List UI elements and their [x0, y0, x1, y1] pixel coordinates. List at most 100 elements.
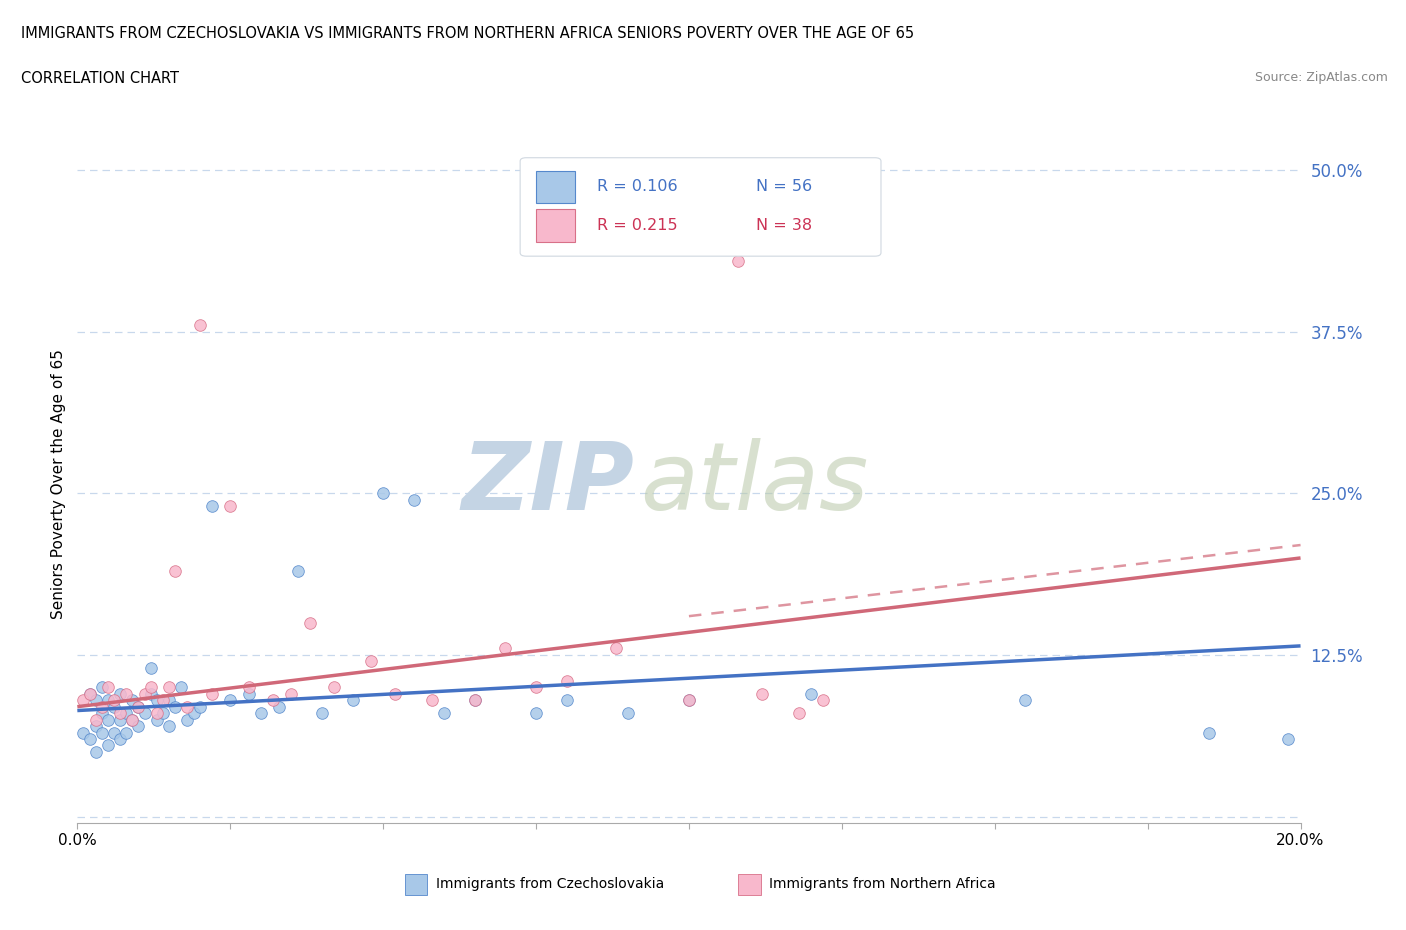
Point — [464, 693, 486, 708]
Point — [311, 706, 333, 721]
Point — [108, 706, 131, 721]
Point — [139, 686, 162, 701]
Point — [165, 564, 187, 578]
Point — [90, 699, 112, 714]
Point — [84, 719, 107, 734]
Point — [262, 693, 284, 708]
Point — [108, 712, 131, 727]
Point — [79, 732, 101, 747]
Point — [371, 485, 394, 500]
Point — [84, 693, 107, 708]
Point — [555, 673, 578, 688]
Point — [127, 699, 149, 714]
Point — [121, 712, 143, 727]
Point — [176, 699, 198, 714]
Point — [115, 706, 138, 721]
Point — [165, 699, 187, 714]
Point — [555, 693, 578, 708]
Point — [524, 680, 547, 695]
Point — [384, 686, 406, 701]
FancyBboxPatch shape — [536, 170, 575, 204]
Point — [170, 680, 193, 695]
Point — [813, 693, 835, 708]
Point — [90, 680, 112, 695]
Point — [1277, 732, 1299, 747]
Point — [97, 712, 120, 727]
Text: N = 38: N = 38 — [756, 219, 813, 233]
Text: R = 0.215: R = 0.215 — [598, 219, 678, 233]
Text: R = 0.106: R = 0.106 — [598, 179, 678, 194]
Point — [84, 745, 107, 760]
Point — [103, 699, 125, 714]
Point — [121, 712, 143, 727]
FancyBboxPatch shape — [536, 209, 575, 242]
Point — [420, 693, 443, 708]
Point — [90, 706, 112, 721]
Text: atlas: atlas — [640, 438, 869, 529]
Point — [157, 693, 180, 708]
Y-axis label: Seniors Poverty Over the Age of 65: Seniors Poverty Over the Age of 65 — [51, 349, 66, 618]
Point — [298, 615, 321, 630]
Point — [605, 641, 627, 656]
Point — [90, 725, 112, 740]
Point — [188, 318, 211, 333]
Point — [97, 738, 120, 753]
Point — [152, 706, 174, 721]
Point — [115, 686, 138, 701]
Point — [146, 706, 169, 721]
Point — [139, 680, 162, 695]
Point — [79, 686, 101, 701]
Point — [146, 712, 169, 727]
Point — [402, 492, 425, 507]
Point — [108, 732, 131, 747]
Text: Immigrants from Czechoslovakia: Immigrants from Czechoslovakia — [436, 877, 664, 892]
Point — [524, 706, 547, 721]
Point — [269, 699, 291, 714]
Point — [238, 680, 260, 695]
Point — [727, 253, 749, 268]
Point — [617, 706, 640, 721]
Point — [183, 706, 205, 721]
Point — [97, 680, 120, 695]
Point — [188, 699, 211, 714]
Point — [800, 686, 823, 701]
Point — [360, 654, 382, 669]
Point — [1014, 693, 1036, 708]
Point — [176, 712, 198, 727]
Point — [495, 641, 517, 656]
Text: N = 56: N = 56 — [756, 179, 813, 194]
Point — [678, 693, 700, 708]
Point — [139, 660, 162, 675]
Point — [103, 693, 125, 708]
Point — [678, 693, 700, 708]
Point — [342, 693, 364, 708]
Point — [146, 693, 169, 708]
Point — [127, 719, 149, 734]
Text: Immigrants from Northern Africa: Immigrants from Northern Africa — [769, 877, 995, 892]
Text: CORRELATION CHART: CORRELATION CHART — [21, 71, 179, 86]
Text: IMMIGRANTS FROM CZECHOSLOVAKIA VS IMMIGRANTS FROM NORTHERN AFRICA SENIORS POVERT: IMMIGRANTS FROM CZECHOSLOVAKIA VS IMMIGR… — [21, 26, 914, 41]
Point — [280, 686, 302, 701]
Point — [219, 693, 242, 708]
Text: Source: ZipAtlas.com: Source: ZipAtlas.com — [1254, 71, 1388, 84]
Text: ZIP: ZIP — [461, 438, 634, 529]
Point — [157, 719, 180, 734]
Point — [433, 706, 456, 721]
Point — [72, 725, 94, 740]
Point — [84, 712, 107, 727]
Point — [287, 564, 309, 578]
FancyBboxPatch shape — [520, 158, 882, 256]
Point — [134, 706, 156, 721]
Point — [464, 693, 486, 708]
Point — [323, 680, 346, 695]
Point — [79, 686, 101, 701]
Point — [103, 725, 125, 740]
Point — [201, 498, 224, 513]
Point — [219, 498, 242, 513]
Point — [127, 699, 149, 714]
Point — [134, 686, 156, 701]
Point — [250, 706, 273, 721]
Point — [157, 680, 180, 695]
Point — [115, 725, 138, 740]
Point — [751, 686, 773, 701]
